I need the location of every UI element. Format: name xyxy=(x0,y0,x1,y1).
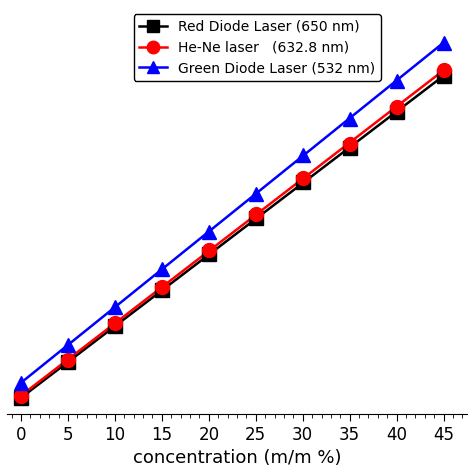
Legend: Red Diode Laser (650 nm), He-Ne laser   (632.8 nm), Green Diode Laser (532 nm): Red Diode Laser (650 nm), He-Ne laser (6… xyxy=(134,14,381,81)
X-axis label: concentration (m/m %): concentration (m/m %) xyxy=(133,449,341,467)
